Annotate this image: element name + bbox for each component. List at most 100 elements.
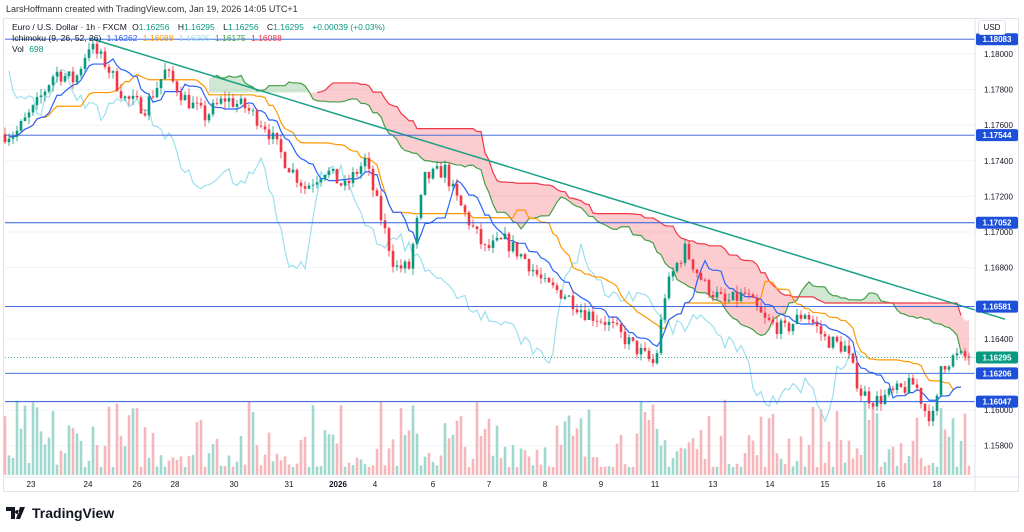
cloud-segment	[485, 152, 489, 193]
time-tick-label: 18	[933, 480, 942, 489]
candle-body	[799, 314, 803, 319]
volume-label[interactable]: Vol	[12, 44, 24, 54]
candle-body	[603, 322, 607, 325]
cloud-segment	[585, 203, 589, 217]
candle-body	[563, 296, 567, 299]
volume-bar	[287, 464, 291, 475]
candle-body	[435, 166, 439, 169]
candle-body	[547, 277, 551, 283]
candle-body	[727, 300, 731, 302]
price-chart[interactable]: 1.18000 1.17800 1.17600 1.17400 1.17200 1.170…	[0, 0, 1024, 500]
cloud-segment	[717, 245, 721, 302]
candle-body	[955, 353, 959, 356]
volume-bar	[479, 435, 483, 475]
cloud-segment	[517, 183, 521, 229]
candle-body	[83, 57, 87, 69]
candle-body	[163, 69, 167, 80]
candle-body	[71, 71, 75, 83]
cloud-segment	[657, 220, 661, 255]
volume-bar	[387, 448, 391, 475]
candle-body	[175, 81, 179, 93]
volume-bar	[331, 434, 335, 475]
candle-body	[811, 319, 815, 323]
candle-body	[599, 321, 603, 323]
ichimoku-label[interactable]: Ichimoku (9, 26, 52, 26)	[12, 33, 102, 43]
volume-bar	[827, 441, 831, 475]
low-label: L	[223, 22, 228, 32]
candle-body	[115, 71, 119, 92]
volume-bar	[743, 453, 747, 475]
candle-body	[555, 285, 559, 291]
candle-body	[79, 68, 83, 76]
candle-body	[303, 186, 307, 189]
volume-bar	[815, 466, 819, 475]
cloud-segment	[329, 82, 333, 102]
cloud-segment	[953, 303, 957, 336]
volume-bar	[907, 456, 911, 475]
cloud-segment	[897, 303, 901, 314]
volume-bar	[259, 465, 263, 475]
volume-bar	[419, 465, 423, 475]
cloud-segment	[957, 303, 961, 353]
candle-body	[511, 242, 515, 252]
cloud-segment	[209, 77, 213, 93]
volume-bar	[403, 435, 407, 475]
currency-button[interactable]: USD	[978, 20, 1006, 35]
volume-bar	[767, 418, 771, 475]
candle-body	[863, 391, 867, 396]
volume-bar	[719, 435, 723, 475]
candle-body	[359, 166, 363, 174]
volume-bar	[875, 413, 879, 475]
candle-body	[255, 110, 259, 126]
volume-bar	[431, 461, 435, 475]
horizontal-level-label: 1.18083	[983, 35, 1012, 44]
cloud-segment	[473, 128, 477, 169]
volume-bar	[427, 453, 431, 475]
volume-bar	[667, 466, 671, 475]
chikou-span-line	[8, 68, 866, 423]
volume-bar	[759, 416, 763, 475]
cloud-segment	[853, 299, 857, 304]
cloud-segment	[629, 213, 633, 235]
candle-body	[679, 262, 683, 264]
volume-bar	[307, 466, 311, 475]
volume-bar	[707, 415, 711, 475]
candle-body	[283, 152, 287, 169]
volume-bar	[351, 465, 355, 475]
cloud-segment	[449, 128, 453, 165]
volume-bar	[803, 466, 807, 475]
volume-bar	[163, 466, 167, 475]
cloud-segment	[901, 303, 905, 315]
cloud-segment	[961, 315, 965, 360]
volume-bar	[291, 466, 295, 475]
cloud-segment	[801, 286, 805, 297]
candle-body	[647, 350, 651, 360]
price-tick-label: 1.15800	[984, 442, 1013, 451]
cloud-segment	[781, 293, 785, 315]
price-tick-label: 1.17400	[984, 157, 1013, 166]
volume-bar	[575, 428, 579, 475]
candle-body	[551, 282, 555, 286]
price-label-badge	[976, 216, 1018, 229]
volume-bar	[547, 466, 551, 475]
volume-bar	[891, 446, 895, 475]
volume-bar	[755, 455, 759, 475]
volume-bar	[451, 434, 455, 475]
candle-body	[587, 311, 591, 320]
volume-bar	[627, 466, 631, 475]
time-tick-label: 4	[373, 480, 378, 489]
cloud-segment	[321, 90, 325, 102]
candle-body	[703, 279, 707, 281]
cloud-segment	[785, 295, 789, 314]
time-tick-label: 31	[285, 480, 294, 489]
tradingview-logo[interactable]: TradingView	[6, 505, 114, 521]
candle-body	[323, 174, 327, 180]
symbol-title[interactable]: Euro / U.S. Dollar · 1h · FXCM	[12, 22, 127, 32]
price-label-badge	[976, 129, 1018, 142]
time-tick-label: 6	[431, 480, 436, 489]
chikou-value: 1.16295	[178, 33, 210, 43]
volume-bar	[687, 442, 691, 475]
volume-value: 698	[29, 44, 44, 54]
cloud-segment	[541, 184, 545, 216]
time-tick-label: 9	[599, 480, 604, 489]
